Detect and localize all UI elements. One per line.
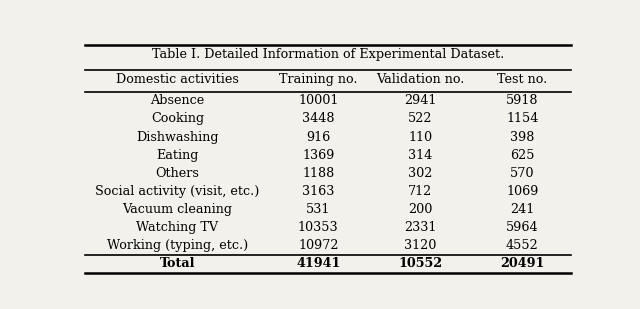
Text: 241: 241 — [510, 203, 534, 216]
Text: Test no.: Test no. — [497, 73, 548, 86]
Text: Validation no.: Validation no. — [376, 73, 465, 86]
Text: 5918: 5918 — [506, 94, 539, 107]
Text: 1154: 1154 — [506, 112, 539, 125]
Text: Dishwashing: Dishwashing — [136, 130, 219, 143]
Text: Absence: Absence — [150, 94, 204, 107]
Text: Watching TV: Watching TV — [136, 221, 218, 234]
Text: Cooking: Cooking — [151, 112, 204, 125]
Text: 1188: 1188 — [302, 167, 335, 180]
Text: 2331: 2331 — [404, 221, 436, 234]
Text: Table I. Detailed Information of Experimental Dataset.: Table I. Detailed Information of Experim… — [152, 48, 504, 61]
Text: 398: 398 — [510, 130, 534, 143]
Text: 10353: 10353 — [298, 221, 339, 234]
Text: 5964: 5964 — [506, 221, 539, 234]
Text: 110: 110 — [408, 130, 433, 143]
Text: 10972: 10972 — [298, 239, 339, 252]
Text: 522: 522 — [408, 112, 433, 125]
Text: 2941: 2941 — [404, 94, 436, 107]
Text: Social activity (visit, etc.): Social activity (visit, etc.) — [95, 185, 259, 198]
Text: 1069: 1069 — [506, 185, 539, 198]
Text: 20491: 20491 — [500, 257, 545, 270]
Text: 302: 302 — [408, 167, 433, 180]
Text: 570: 570 — [510, 167, 534, 180]
Text: Others: Others — [156, 167, 199, 180]
Text: 3120: 3120 — [404, 239, 436, 252]
Text: Domestic activities: Domestic activities — [116, 73, 239, 86]
Text: 3448: 3448 — [302, 112, 335, 125]
Text: 200: 200 — [408, 203, 433, 216]
Text: Vacuum cleaning: Vacuum cleaning — [122, 203, 232, 216]
Text: 712: 712 — [408, 185, 433, 198]
Text: Training no.: Training no. — [279, 73, 358, 86]
Text: 531: 531 — [306, 203, 330, 216]
Text: 4552: 4552 — [506, 239, 539, 252]
Text: 625: 625 — [510, 149, 534, 162]
Text: 1369: 1369 — [302, 149, 335, 162]
Text: 916: 916 — [306, 130, 330, 143]
Text: Eating: Eating — [156, 149, 198, 162]
Text: 10001: 10001 — [298, 94, 339, 107]
Text: 3163: 3163 — [302, 185, 335, 198]
Text: 314: 314 — [408, 149, 433, 162]
Text: 10552: 10552 — [398, 257, 442, 270]
Text: Working (typing, etc.): Working (typing, etc.) — [107, 239, 248, 252]
Text: 41941: 41941 — [296, 257, 340, 270]
Text: Total: Total — [159, 257, 195, 270]
